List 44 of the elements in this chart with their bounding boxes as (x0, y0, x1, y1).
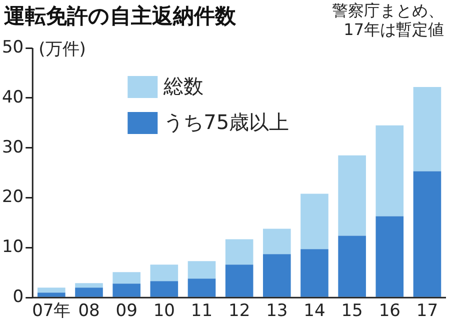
x-tick-label: 12 (228, 301, 250, 322)
bar (112, 284, 140, 297)
bar (38, 288, 66, 293)
y-tick-label: 20 (2, 187, 24, 208)
bar (188, 278, 216, 297)
x-tick-label: 16 (378, 301, 400, 322)
bar (300, 194, 328, 250)
y-tick-label: 40 (2, 87, 24, 108)
legend-label: 総数 (162, 74, 204, 98)
text: 警察庁まとめ、17年は暫定値 (331, 1, 444, 39)
bar (338, 155, 366, 236)
y-tick-label: 50 (2, 37, 24, 58)
x-tick-label: 09 (116, 301, 138, 322)
y-tick-label: 0 (12, 287, 24, 308)
x-tick-label: 08 (78, 301, 100, 322)
bar (376, 216, 404, 297)
x-tick-label: 11 (190, 301, 213, 322)
y-tick-label: 30 (2, 137, 24, 158)
bar (262, 254, 291, 297)
bar (413, 86, 442, 172)
chart-title: 運転免許の自主返納件数 (4, 3, 236, 30)
bar (376, 125, 404, 216)
bar (112, 272, 140, 284)
x-tick-label: 17 (416, 301, 438, 322)
x-tick-label: 07年 (32, 301, 71, 322)
bar (262, 228, 291, 254)
bar (338, 236, 366, 297)
bar (38, 292, 66, 297)
bar (188, 261, 216, 279)
bar (75, 283, 103, 288)
bar (75, 288, 103, 297)
bar (150, 281, 178, 297)
y-tick-label: 10 (2, 237, 24, 258)
legend-label: うち75歳以上 (164, 110, 290, 134)
y-axis-title: (万件) (38, 39, 86, 60)
bar (300, 249, 328, 297)
bar (150, 264, 178, 282)
x-tick-label: 14 (304, 301, 326, 322)
bar (413, 171, 442, 297)
x-tick-label: 15 (341, 301, 363, 322)
bar (225, 264, 254, 297)
x-tick-label: 13 (266, 301, 288, 322)
x-tick-label: 10 (153, 301, 175, 322)
bar (225, 239, 254, 265)
